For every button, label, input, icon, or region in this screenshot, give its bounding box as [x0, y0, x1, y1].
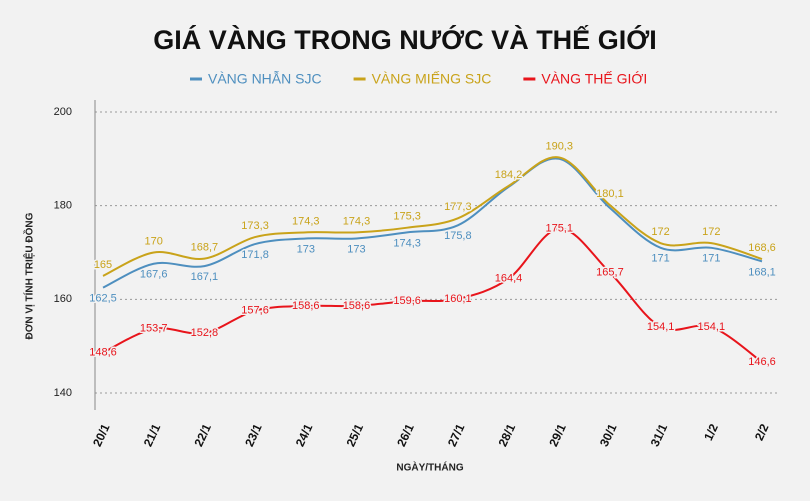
legend-label: VÀNG THẾ GIỚI [541, 71, 647, 87]
x-tick-label: 30/1 [597, 421, 620, 448]
y-tick-label: 200 [54, 106, 72, 118]
value-label: 148,6 [89, 347, 117, 359]
value-label: 168,7 [191, 241, 219, 253]
value-label: 154,1 [647, 321, 675, 333]
value-label: 171,8 [241, 249, 269, 261]
x-tick-label: 23/1 [242, 421, 265, 448]
value-label: 171 [702, 253, 720, 265]
legend-label: VÀNG NHẪN SJC [208, 71, 322, 87]
value-label: 165,7 [596, 267, 624, 279]
value-label: 174,3 [393, 237, 421, 249]
x-tick-label: 22/1 [191, 421, 214, 448]
x-tick-label: 26/1 [394, 421, 417, 448]
value-label: 158,6 [343, 300, 371, 312]
series-line [102, 157, 763, 289]
x-tick-label: 24/1 [293, 421, 316, 448]
x-tick-label: 20/1 [90, 421, 113, 448]
value-label: 154,1 [698, 321, 726, 333]
value-label: 173 [347, 243, 365, 255]
value-label: 167,1 [191, 271, 219, 283]
chart-title: GIÁ VÀNG TRONG NƯỚC VÀ THẾ GIỚI [153, 24, 656, 55]
value-label: 168,6 [748, 242, 776, 254]
y-tick-label: 140 [54, 387, 72, 399]
y-tick-label: 180 [54, 200, 72, 212]
value-label: 190,3 [545, 140, 573, 152]
value-label: 170 [145, 235, 163, 247]
value-label: 153,7 [140, 323, 168, 335]
x-tick-label: 29/1 [546, 421, 569, 448]
value-label: 175,8 [444, 230, 472, 242]
x-tick-label: 2/2 [752, 421, 772, 442]
value-label: 168,1 [748, 266, 776, 278]
y-tick-label: 160 [54, 293, 72, 305]
value-label: 174,3 [343, 215, 371, 227]
series-line [102, 156, 763, 277]
x-tick-label: 28/1 [496, 421, 519, 448]
value-label: 174,3 [292, 215, 320, 227]
value-label: 159,6 [393, 295, 421, 307]
value-label: 162,5 [89, 293, 117, 305]
x-axis-label: NGÀY/THÁNG [396, 461, 463, 474]
value-label: 165 [94, 259, 112, 271]
value-label: 152,8 [191, 327, 219, 339]
x-tick-label: 25/1 [343, 421, 366, 448]
value-label: 175,3 [393, 211, 421, 223]
value-label: 164,4 [495, 273, 523, 285]
value-label: 171 [651, 253, 669, 265]
x-tick-label: 27/1 [445, 421, 468, 448]
value-label: 158,6 [292, 300, 320, 312]
value-label: 172 [651, 226, 669, 238]
legend-label: VÀNG MIẾNG SJC [372, 71, 492, 87]
y-axis-label: ĐƠN VỊ TÍNH TRIỆU ĐỒNG [23, 212, 36, 339]
value-label: 157,6 [241, 304, 269, 316]
x-tick-label: 1/2 [701, 421, 721, 442]
value-label: 175,1 [545, 223, 573, 235]
value-label: 173 [297, 243, 315, 255]
value-label: 146,6 [748, 356, 776, 368]
x-tick-label: 21/1 [141, 421, 164, 448]
value-label: 177,3 [444, 201, 472, 213]
value-label: 167,6 [140, 269, 168, 281]
value-label: 160,1 [444, 293, 472, 305]
value-label: 180,1 [596, 188, 624, 200]
value-label: 184,2 [495, 169, 523, 181]
value-label: 172 [702, 226, 720, 238]
value-label: 173,3 [241, 220, 269, 232]
series-line [102, 227, 763, 363]
x-tick-label: 31/1 [648, 421, 671, 448]
